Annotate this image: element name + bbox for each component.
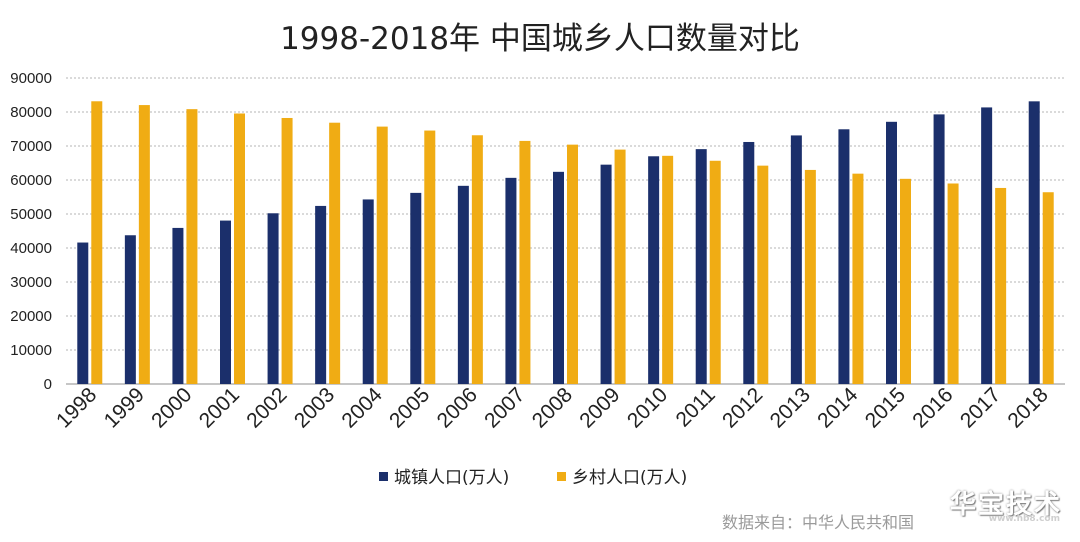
y-tick-label: 20000 xyxy=(10,308,52,325)
bar-urban-2013 xyxy=(790,135,802,384)
x-tick-label: 2008 xyxy=(528,383,577,432)
x-tick-label: 2016 xyxy=(908,383,957,432)
bar-rural-2006 xyxy=(471,135,483,384)
watermark-logo: 华宝技术 www.hb8.com xyxy=(944,484,1062,528)
watermark-text: 华宝技术 xyxy=(949,490,1062,520)
x-tick-label: 2000 xyxy=(147,383,196,432)
y-tick-label: 50000 xyxy=(10,206,52,223)
y-tick-label: 0 xyxy=(44,376,52,393)
bar-rural-2016 xyxy=(947,183,959,384)
x-tick-label: 2018 xyxy=(1003,383,1052,432)
y-tick-label: 30000 xyxy=(10,274,52,291)
legend-label-urban: 城镇人口(万人) xyxy=(394,468,509,488)
x-tick-label: 1999 xyxy=(100,383,149,432)
legend-swatch-rural xyxy=(557,472,566,481)
x-tick-label: 2015 xyxy=(861,383,910,432)
y-tick-label: 80000 xyxy=(10,104,52,121)
chart-title: 1998-2018年 中国城乡人口数量对比 xyxy=(280,21,800,57)
legend-swatch-urban xyxy=(379,472,388,481)
bar-urban-2000 xyxy=(172,227,184,384)
gridlines xyxy=(66,77,1065,351)
bar-rural-2007 xyxy=(519,140,531,384)
bar-rural-1999 xyxy=(138,105,150,384)
bar-urban-2001 xyxy=(220,220,231,384)
bar-urban-2012 xyxy=(743,141,755,384)
bar-urban-2002 xyxy=(267,213,279,384)
x-tick-label: 2017 xyxy=(956,383,1005,432)
bar-rural-2009 xyxy=(614,149,626,384)
bar-rural-2001 xyxy=(234,113,245,384)
bar-urban-2016 xyxy=(933,114,945,384)
bar-urban-2014 xyxy=(838,129,850,384)
bar-rural-2018 xyxy=(1042,192,1054,384)
bar-urban-2003 xyxy=(315,205,327,384)
x-tick-label: 2012 xyxy=(718,383,767,432)
bar-rural-2004 xyxy=(376,126,388,384)
x-tick-label: 2013 xyxy=(766,383,815,432)
bar-rural-2002 xyxy=(281,117,293,385)
bar-rural-2012 xyxy=(757,165,769,384)
y-tick-label: 10000 xyxy=(10,342,52,359)
bar-urban-2005 xyxy=(410,192,422,384)
bar-rural-2014 xyxy=(852,173,864,384)
bar-urban-2010 xyxy=(648,156,660,384)
x-tick-label: 2006 xyxy=(433,383,482,432)
x-tick-label: 2005 xyxy=(385,383,434,432)
bars xyxy=(77,101,1054,385)
x-tick-label: 2001 xyxy=(195,383,244,432)
bar-urban-2007 xyxy=(505,177,517,384)
x-tick-label: 2009 xyxy=(575,383,624,432)
bar-rural-2017 xyxy=(995,187,1007,384)
bar-rural-2013 xyxy=(804,169,816,384)
x-tick-label: 2011 xyxy=(672,383,720,431)
x-tick-label: 2002 xyxy=(242,383,291,432)
x-axis: 1998199920002001200220032004200520062007… xyxy=(52,383,1053,433)
bar-urban-2008 xyxy=(553,171,564,384)
legend-label-rural: 乡村人口(万人) xyxy=(572,468,687,488)
source-note: 数据来自：中华人民共和国 xyxy=(722,513,915,532)
y-tick-label: 70000 xyxy=(10,138,52,155)
bar-urban-2017 xyxy=(981,107,993,384)
bar-rural-2005 xyxy=(424,130,436,384)
x-tick-label: 2014 xyxy=(813,383,863,433)
bar-rural-2010 xyxy=(662,155,674,384)
x-tick-label: 2007 xyxy=(480,383,529,432)
bar-rural-2011 xyxy=(709,160,721,384)
bar-rural-2003 xyxy=(329,122,341,384)
y-axis: 0 10000 20000 30000 40000 50000 60000 70000 8000… xyxy=(10,70,1065,393)
y-tick-label: 90000 xyxy=(10,70,52,87)
bar-urban-1998 xyxy=(77,242,89,384)
y-tick-label: 60000 xyxy=(10,172,52,189)
y-tick-label: 40000 xyxy=(10,240,52,257)
x-tick-label: 2004 xyxy=(337,383,387,433)
bar-urban-2015 xyxy=(886,121,897,384)
bar-urban-2009 xyxy=(600,164,612,384)
x-tick-label: 1998 xyxy=(52,383,101,432)
bar-rural-2000 xyxy=(186,109,198,384)
bar-urban-2018 xyxy=(1028,101,1040,384)
bar-urban-2006 xyxy=(457,185,469,384)
bar-urban-1999 xyxy=(124,235,136,384)
watermark-url: www.hb8.com xyxy=(988,514,1060,524)
x-tick-label: 2010 xyxy=(623,383,672,432)
x-tick-label: 2003 xyxy=(290,383,339,432)
bar-urban-2011 xyxy=(695,149,707,384)
bar-rural-1998 xyxy=(91,101,103,385)
legend: 城镇人口(万人) 乡村人口(万人) xyxy=(379,468,687,488)
bar-urban-2004 xyxy=(362,199,374,384)
bar-rural-2008 xyxy=(567,144,578,384)
bar-rural-2015 xyxy=(900,178,911,384)
